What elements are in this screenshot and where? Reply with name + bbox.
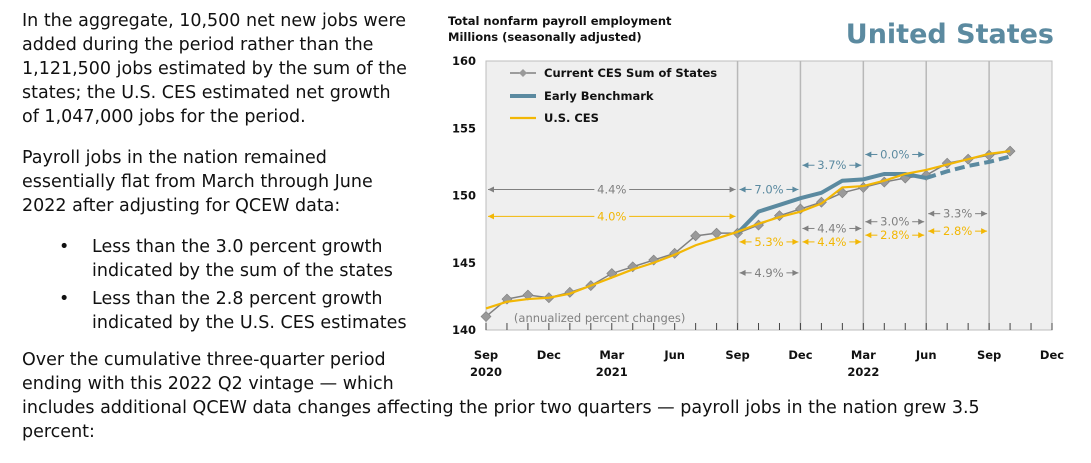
annotation-arrowhead — [928, 228, 935, 235]
region-title: United States — [846, 19, 1054, 50]
annotation-arrowhead — [729, 186, 736, 193]
y-tick-label: 160 — [452, 54, 476, 68]
plot-background — [485, 60, 1053, 331]
annotation-arrowhead — [865, 232, 872, 239]
text-line: ending with this 2022 Q2 vintage — which — [22, 374, 394, 394]
x-tick-label: Dec — [1040, 348, 1064, 362]
annotation-arrowhead — [802, 162, 809, 169]
x-tick-label: Jun — [915, 348, 937, 362]
annotation-label: 5.3% — [754, 235, 783, 249]
annotation-arrowhead — [981, 210, 988, 217]
text-line: of 1,047,000 jobs for the period. — [22, 107, 306, 127]
annotation-label: 2.8% — [943, 224, 972, 238]
annotation-arrowhead — [792, 269, 799, 276]
x-tick-label: Sep — [474, 348, 498, 362]
annotation-label: 3.7% — [817, 158, 846, 172]
legend-label: Early Benchmark — [544, 89, 654, 103]
annotation-arrowhead — [739, 269, 746, 276]
annotation-label: 4.4% — [817, 221, 846, 235]
y-tick-label: 145 — [452, 256, 476, 270]
plot-area: Sep 2020 Dec Mar 2021 Jun Sep Dec Mar 2022 Jun Sep D… — [452, 54, 1064, 379]
text-line: 1,121,500 jobs estimated by the sum of t… — [22, 59, 407, 79]
bullet-text: Less than the 3.0 percent growth — [92, 237, 383, 257]
annotation-label: 4.9% — [754, 266, 783, 280]
annotation-arrowhead — [792, 186, 799, 193]
x-tick-label: Mar — [851, 348, 876, 362]
text-line: In the aggregate, 10,500 net new jobs we… — [22, 11, 407, 31]
text-line: Over the cumulative three-quarter period — [22, 350, 386, 370]
data-point-sum-of-states — [774, 210, 785, 222]
text-line: essentially flat from March through June — [22, 172, 373, 192]
annotation-arrowhead — [802, 238, 809, 245]
x-tick-label: Dec — [537, 348, 561, 362]
annotation-arrowhead — [981, 228, 988, 235]
annotation-arrowhead — [739, 186, 746, 193]
annotation-arrowhead — [488, 213, 494, 220]
annotation-arrowhead — [855, 162, 862, 169]
annotation-arrowhead — [802, 225, 809, 232]
annotation-arrowhead — [792, 238, 799, 245]
annotation-arrowhead — [855, 238, 862, 245]
annotation-label: 7.0% — [754, 182, 783, 196]
legend-label: U.S. CES — [544, 111, 599, 125]
annotation-label: 3.3% — [943, 207, 972, 221]
data-point-sum-of-states — [941, 157, 953, 169]
y-tick-label: 150 — [452, 189, 476, 203]
x-tick-year: 2021 — [596, 365, 628, 379]
legend-label: Current CES Sum of States — [544, 66, 717, 80]
annotation-arrowhead — [918, 151, 925, 158]
bullet-text: indicated by the sum of the states — [92, 261, 393, 281]
x-tick-year: 2022 — [847, 365, 879, 379]
x-tick-year: 2020 — [470, 365, 502, 379]
data-point-sum-of-states — [480, 311, 492, 322]
data-point-sum-of-states — [690, 230, 702, 242]
x-tick-label: Dec — [788, 348, 812, 362]
y-tick-label: 155 — [452, 121, 476, 135]
text-line: includes additional QCEW data changes af… — [22, 398, 980, 418]
annotation-arrowhead — [865, 151, 872, 158]
annotation-label: 2.8% — [880, 228, 909, 242]
annotation-arrowhead — [928, 210, 935, 217]
annotation-label: 3.0% — [880, 215, 909, 229]
annotation-arrowhead — [488, 186, 494, 193]
annotation-arrowhead — [855, 225, 862, 232]
bullet-icon: • — [59, 289, 70, 309]
annotation-arrowhead — [918, 218, 925, 225]
series-line-early-benchmark — [736, 171, 927, 235]
annotation-note: (annualized percent changes) — [514, 311, 685, 325]
annotation-arrowhead — [865, 218, 872, 225]
series-line-us-ces — [485, 150, 1011, 310]
annotation-label: 4.0% — [597, 209, 626, 223]
x-tick-label: Mar — [599, 348, 624, 362]
chart-subtitle: Millions (seasonally adjusted) — [448, 30, 642, 44]
annotation-label: 0.0% — [880, 147, 909, 161]
x-tick-label: Sep — [725, 348, 749, 362]
annotation-arrowhead — [918, 232, 925, 239]
text-line: added during the period rather than the — [22, 35, 374, 55]
annotation-arrowhead — [729, 213, 736, 220]
text-line: 2022 after adjusting for QCEW data: — [22, 196, 341, 216]
annotation-label: 4.4% — [817, 235, 846, 249]
legend-marker — [519, 69, 527, 77]
text-line: states; the U.S. CES estimated net growt… — [22, 83, 391, 103]
annotation-arrowhead — [739, 238, 746, 245]
bullet-text: indicated by the U.S. CES estimates — [92, 313, 407, 333]
text-line: Payroll jobs in the nation remained — [22, 148, 327, 168]
x-tick-label: Jun — [663, 348, 685, 362]
y-tick-label: 140 — [452, 323, 476, 337]
annotation-label: 4.4% — [597, 182, 626, 196]
chart-title: Total nonfarm payroll employment — [448, 14, 672, 28]
payroll-chart: Total nonfarm payroll employment Million… — [448, 14, 1064, 379]
bullet-icon: • — [59, 237, 70, 257]
bullet-text: Less than the 2.8 percent growth — [92, 289, 383, 309]
text-line: percent: — [22, 422, 95, 442]
x-tick-label: Sep — [977, 348, 1001, 362]
